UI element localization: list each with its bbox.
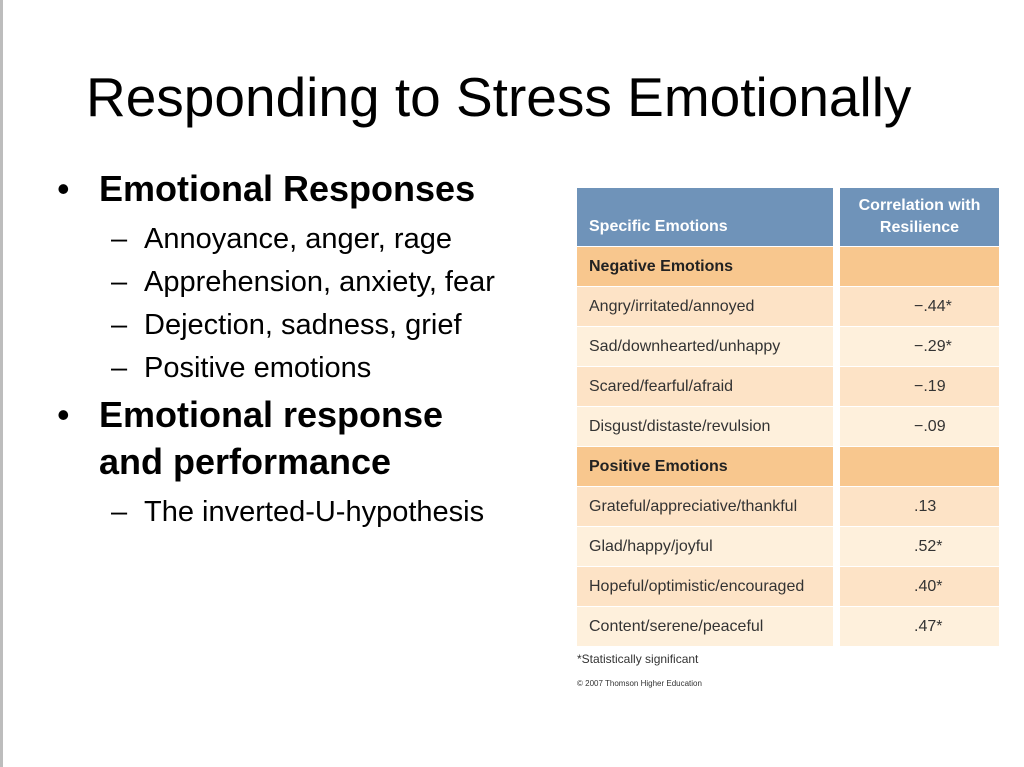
table-row: Content/serene/peaceful .47* [577, 607, 999, 647]
correlation-cell: −.09 [840, 407, 999, 446]
emotion-cell: Angry/irritated/annoyed [577, 287, 833, 326]
emotion-cell: Glad/happy/joyful [577, 527, 833, 566]
table-section-row: Positive Emotions [577, 447, 999, 487]
correlation-cell: −.29* [840, 327, 999, 366]
sub-bullet-text: The inverted-U-hypothesis [144, 496, 485, 528]
correlation-cell: .13 [840, 487, 999, 526]
table-footnote: *Statistically significant [577, 652, 699, 666]
dash-icon: – [111, 352, 128, 384]
dash-icon: – [111, 223, 128, 255]
bullet-item: • Emotional response and performance [55, 391, 515, 485]
bullet-list: • Emotional Responses – Annoyance, anger… [55, 165, 515, 531]
bullet-item: • Emotional Responses [55, 165, 515, 212]
table-row: Grateful/appreciative/thankful .13 [577, 487, 999, 527]
sub-bullet-text: Dejection, sadness, grief [144, 309, 462, 341]
emotion-cell: Grateful/appreciative/thankful [577, 487, 833, 526]
emotion-cell: Hopeful/optimistic/encouraged [577, 567, 833, 606]
table-row: Disgust/distaste/revulsion −.09 [577, 407, 999, 447]
sub-bullet-item: – Annoyance, anger, rage [55, 220, 515, 258]
slide-edge [0, 0, 3, 767]
table-row: Angry/irritated/annoyed −.44* [577, 287, 999, 327]
correlation-cell: −.19 [840, 367, 999, 406]
table-body: Negative Emotions Angry/irritated/annoyed… [577, 247, 999, 647]
table-section-row: Negative Emotions [577, 247, 999, 287]
table-row: Glad/happy/joyful .52* [577, 527, 999, 567]
emotion-cell: Content/serene/peaceful [577, 607, 833, 646]
emotion-cell: Scared/fearful/afraid [577, 367, 833, 406]
column-header-emotions: Specific Emotions [577, 188, 833, 246]
table-row: Sad/downhearted/unhappy −.29* [577, 327, 999, 367]
dash-icon: – [111, 309, 128, 341]
correlation-cell: −.44* [840, 287, 999, 326]
correlation-cell [840, 447, 999, 486]
correlation-cell: .47* [840, 607, 999, 646]
column-header-correlation: Correlation with Resilience [840, 188, 999, 246]
table-row: Scared/fearful/afraid −.19 [577, 367, 999, 407]
dash-icon: – [111, 496, 128, 528]
section-label: Positive Emotions [577, 447, 833, 486]
emotion-cell: Disgust/distaste/revulsion [577, 407, 833, 446]
sub-bullet-item: – Apprehension, anxiety, fear [55, 263, 515, 301]
sub-bullet-item: – Positive emotions [55, 349, 515, 387]
copyright-notice: © 2007 Thomson Higher Education [577, 679, 702, 688]
sub-bullet-item: – The inverted-U-hypothesis [55, 493, 515, 531]
emotions-resilience-table: Specific Emotions Correlation with Resil… [577, 188, 999, 647]
correlation-cell: .52* [840, 527, 999, 566]
bullet-text: Emotional response and performance [99, 394, 444, 482]
bullet-dot-icon: • [57, 394, 70, 435]
dash-icon: – [111, 266, 128, 298]
bullet-text: Emotional Responses [99, 168, 476, 209]
emotion-cell: Sad/downhearted/unhappy [577, 327, 833, 366]
section-label: Negative Emotions [577, 247, 833, 286]
sub-bullet-text: Annoyance, anger, rage [144, 223, 452, 255]
correlation-cell [840, 247, 999, 286]
correlation-cell: .40* [840, 567, 999, 606]
sub-bullet-text: Apprehension, anxiety, fear [144, 266, 495, 298]
table-row: Hopeful/optimistic/encouraged .40* [577, 567, 999, 607]
sub-bullet-text: Positive emotions [144, 352, 372, 384]
table-header-row: Specific Emotions Correlation with Resil… [577, 188, 999, 247]
bullet-dot-icon: • [57, 168, 70, 209]
sub-bullet-item: – Dejection, sadness, grief [55, 306, 515, 344]
slide-title: Responding to Stress Emotionally [86, 66, 912, 128]
